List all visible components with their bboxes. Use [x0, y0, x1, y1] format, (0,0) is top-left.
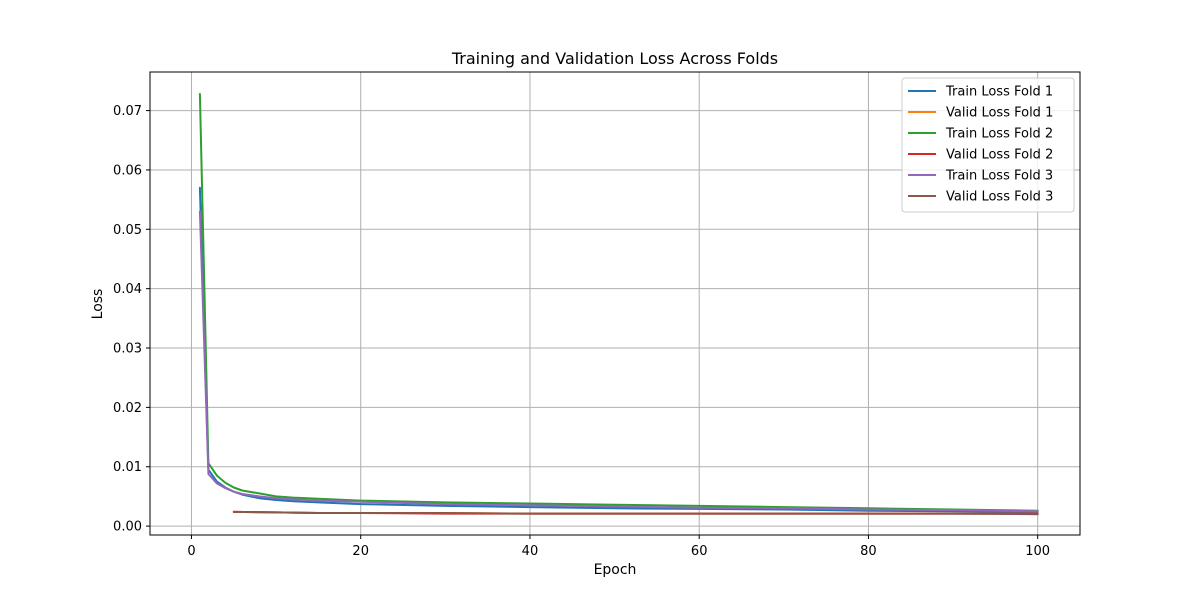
x-tick-label: 0	[187, 544, 195, 559]
x-tick-label: 40	[522, 544, 539, 559]
x-tick-label: 60	[691, 544, 708, 559]
y-tick-label: 0.02	[113, 401, 142, 416]
y-tick-label: 0.05	[113, 223, 142, 238]
series-line-1	[198, 186, 1039, 513]
series-lines	[198, 93, 1039, 516]
x-tick-label: 80	[860, 544, 877, 559]
ticks: 0 20 40 60 80 100 0.00 0.01 0.02 0.03 0.04 0.05 0.06…	[113, 104, 1050, 559]
series-line-3	[198, 93, 1039, 512]
legend-label: Train Loss Fold 2	[945, 127, 1053, 142]
x-tick-label: 20	[352, 544, 369, 559]
y-tick-label: 0.06	[113, 163, 142, 178]
legend-box	[901, 77, 1075, 213]
series-line-6	[232, 510, 1039, 516]
legend-label: Train Loss Fold 1	[945, 85, 1053, 100]
y-tick-label: 0.03	[113, 342, 142, 357]
legend-label: Valid Loss Fold 1	[946, 106, 1053, 121]
legend-label: Train Loss Fold 3	[945, 169, 1053, 184]
series-line-5	[198, 210, 1039, 513]
y-tick-label: 0.04	[113, 282, 142, 297]
chart-title: Training and Validation Loss Across Fold…	[451, 49, 778, 68]
y-tick-label: 0.07	[113, 104, 142, 119]
y-tick-label: 0.01	[113, 460, 142, 475]
y-tick-label: 0.00	[113, 520, 142, 535]
x-tick-label: 100	[1025, 544, 1050, 559]
x-axis-label: Epoch	[594, 562, 637, 578]
legend-label: Valid Loss Fold 3	[946, 190, 1053, 205]
plot-frame	[149, 71, 1081, 536]
y-axis-label: Loss	[90, 289, 106, 320]
legend: Train Loss Fold 1 Valid Loss Fold 1 Train …	[901, 77, 1075, 213]
legend-label: Valid Loss Fold 2	[946, 148, 1053, 163]
